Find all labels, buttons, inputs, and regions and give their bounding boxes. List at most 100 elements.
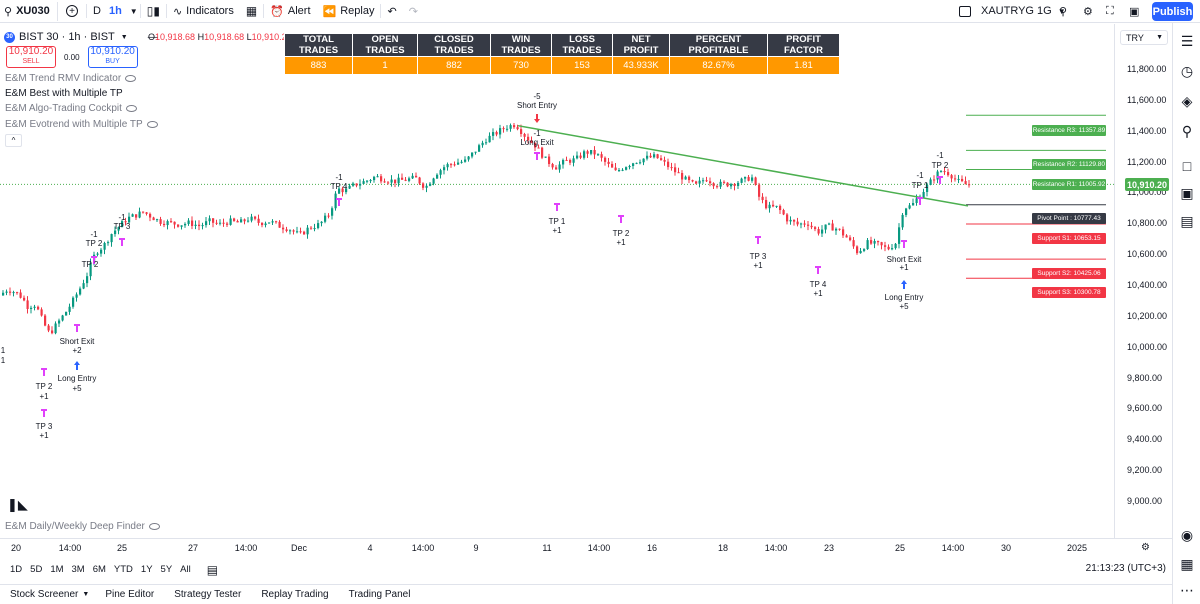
streams-icon[interactable]: ▣ bbox=[1180, 184, 1194, 201]
range-5y[interactable]: 5Y bbox=[160, 564, 173, 575]
tab-replay-trading[interactable]: Replay Trading bbox=[261, 589, 329, 600]
more-icon[interactable]: ⋯ bbox=[1180, 581, 1194, 598]
currency-selector[interactable]: TRY ▼ bbox=[1120, 30, 1168, 45]
legend-title[interactable]: BIST 30 · 1h · BIST bbox=[19, 31, 115, 43]
divider bbox=[165, 4, 167, 18]
quick-search-button[interactable]: ⚲ bbox=[1053, 0, 1073, 23]
stats-header: WIN TRADES bbox=[490, 33, 552, 57]
indicator-trend-rmv[interactable]: E&M Trend RMV Indicator bbox=[5, 73, 137, 84]
candle-body bbox=[166, 221, 169, 226]
undo-button[interactable]: ↶ bbox=[381, 0, 402, 23]
search-icon: ⚲ bbox=[4, 5, 13, 18]
long-entry-left-label: Long Entry bbox=[58, 374, 97, 383]
time-tick-label: 11 bbox=[542, 543, 552, 553]
settings-button[interactable]: ⚙ bbox=[1077, 0, 1099, 23]
candle-body bbox=[72, 297, 75, 307]
buy-label: BUY bbox=[105, 58, 120, 65]
clock[interactable]: 21:13:23 (UTC+3) bbox=[1085, 563, 1166, 574]
notifications-icon[interactable]: ▦ bbox=[1180, 555, 1194, 572]
templates-button[interactable]: ▦ bbox=[240, 0, 263, 23]
time-axis[interactable]: 20 14:00 25 27 14:00 Dec 4 14:00 9 11 14:00 16 18 14:… bbox=[0, 538, 1172, 556]
alerts-clock-icon[interactable]: ◷ bbox=[1180, 62, 1194, 79]
candle-body bbox=[338, 188, 341, 194]
layout-button[interactable]: XAUTRYG 1G ▼ bbox=[953, 0, 1072, 23]
candle-body bbox=[838, 228, 841, 230]
add-symbol-button[interactable]: + bbox=[58, 0, 86, 23]
sell-button[interactable]: 10,910.20 SELL bbox=[6, 46, 56, 68]
symbol-search[interactable]: ⚲ XU030 bbox=[0, 1, 58, 21]
redo-icon: ↷ bbox=[408, 5, 418, 18]
tab-pine-editor[interactable]: Pine Editor bbox=[105, 589, 155, 600]
calendar-icon[interactable]: ▤ bbox=[1180, 212, 1194, 229]
candle-body bbox=[572, 158, 575, 163]
candle-body bbox=[828, 223, 831, 225]
time-tick-label: 2025 bbox=[1066, 543, 1088, 553]
interval-dropdown-icon[interactable]: ▼ bbox=[129, 6, 138, 16]
stats-value: 730 bbox=[490, 56, 552, 75]
candle-body bbox=[663, 159, 666, 162]
chevron-icon[interactable]: ▼ bbox=[120, 33, 128, 41]
fullscreen-button[interactable]: ⛶ bbox=[1100, 0, 1120, 23]
tp2-bottom-qty: +1 bbox=[39, 392, 49, 401]
eye-icon[interactable] bbox=[125, 75, 137, 82]
range-5d[interactable]: 5D bbox=[30, 564, 43, 575]
range-1d[interactable]: 1D bbox=[10, 564, 23, 575]
indicator-best-multi-tp[interactable]: E&M Best with Multiple TP bbox=[5, 88, 123, 99]
indicator-evotrend[interactable]: E&M Evotrend with Multiple TP bbox=[5, 119, 158, 130]
candle-body bbox=[950, 175, 953, 179]
divider bbox=[86, 4, 87, 18]
candle-body bbox=[250, 216, 253, 221]
range-all[interactable]: All bbox=[180, 564, 191, 575]
range-3m[interactable]: 3M bbox=[71, 564, 85, 575]
candle-body bbox=[240, 219, 243, 223]
eye-icon[interactable] bbox=[125, 105, 137, 112]
candle-body bbox=[488, 135, 491, 143]
chart-pane[interactable]: -5 Short Entry -1 Long Exit TP 1 +1 TP 2 +1 TP 3… bbox=[0, 24, 1114, 520]
snapshot-button[interactable]: ▣ bbox=[1123, 0, 1145, 23]
collapse-legend-button[interactable]: ^ bbox=[5, 134, 22, 147]
stats-header: CLOSED TRADES bbox=[417, 33, 491, 57]
candle-body bbox=[450, 164, 453, 166]
publish-button[interactable]: Publish bbox=[1152, 2, 1193, 21]
candle-body bbox=[317, 223, 320, 229]
candle-body bbox=[600, 154, 603, 158]
alert-button[interactable]: ⏰ Alert bbox=[264, 0, 316, 23]
indicators-button[interactable]: ∿ Indicators bbox=[167, 0, 240, 23]
redo-button[interactable]: ↷ bbox=[403, 0, 424, 23]
tab-trading-panel[interactable]: Trading Panel bbox=[348, 589, 411, 600]
tab-strategy-tester[interactable]: Strategy Tester bbox=[174, 589, 242, 600]
watchlist-icon[interactable]: ☰ bbox=[1180, 32, 1194, 49]
help-icon[interactable]: ◉ bbox=[1180, 526, 1194, 543]
indicator-deep-finder[interactable]: E&M Daily/Weekly Deep Finder bbox=[5, 521, 160, 532]
axis-settings-icon[interactable]: ⚙ bbox=[1141, 542, 1150, 553]
range-6m[interactable]: 6M bbox=[92, 564, 106, 575]
candle-body bbox=[831, 223, 834, 231]
range-1m[interactable]: 1M bbox=[50, 564, 64, 575]
replay-button[interactable]: ⏪ Replay bbox=[317, 0, 381, 23]
candle-body bbox=[33, 306, 36, 308]
layers-icon[interactable]: ◈ bbox=[1181, 92, 1193, 109]
buy-button[interactable]: 10,910.20 BUY bbox=[87, 46, 138, 68]
chart-type-button[interactable]: ▯▮ bbox=[141, 0, 166, 23]
ideas-bulb-icon[interactable]: ⚲ bbox=[1181, 122, 1193, 139]
candles-icon: ▯▮ bbox=[146, 4, 160, 18]
candle-body bbox=[79, 288, 82, 295]
candle-body bbox=[709, 181, 712, 184]
range-ytd[interactable]: YTD bbox=[113, 564, 133, 575]
interval-1h[interactable]: 1h bbox=[108, 5, 122, 17]
indicator-algo-cockpit[interactable]: E&M Algo-Trading Cockpit bbox=[5, 103, 137, 114]
chat-icon[interactable]: □ bbox=[1182, 158, 1192, 174]
price-tick-label: 10,400.00 bbox=[1127, 279, 1168, 290]
candle-body bbox=[866, 240, 869, 250]
minus-icon[interactable]: — bbox=[147, 31, 158, 43]
range-1y[interactable]: 1Y bbox=[140, 564, 153, 575]
eye-icon[interactable] bbox=[148, 523, 160, 530]
tab-stock-screener[interactable]: Stock Screener bbox=[10, 589, 79, 600]
chevron-down-icon[interactable]: ▼ bbox=[82, 591, 90, 598]
price-axis[interactable]: 11,800.00 11,600.00 11,400.00 11,200.00 11,0… bbox=[1114, 24, 1172, 538]
eye-icon[interactable] bbox=[146, 121, 158, 128]
candle-body bbox=[366, 180, 369, 182]
date-range-calendar-icon[interactable]: ▤ bbox=[206, 562, 219, 577]
interval-d[interactable]: D bbox=[93, 5, 101, 17]
